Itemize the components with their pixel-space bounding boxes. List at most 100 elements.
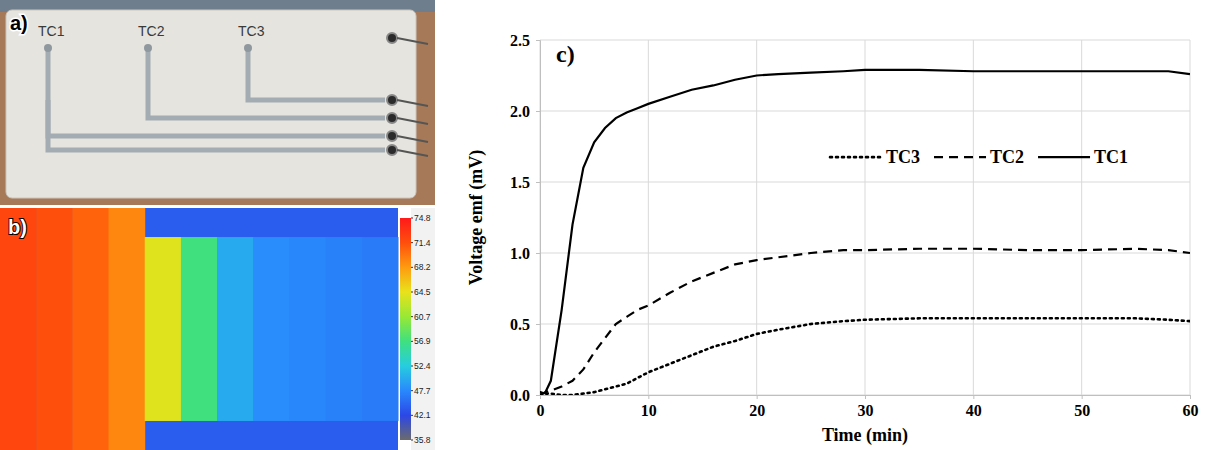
- x-tick: 50: [1074, 395, 1090, 419]
- colorbar-tick: [411, 440, 413, 441]
- x-axis: 0 10 20 30 40 50 60: [537, 395, 1199, 419]
- series-line: [540, 318, 1190, 395]
- y-tick: 1.0: [510, 245, 540, 262]
- x-tick-mark: [648, 395, 649, 399]
- y-tick-mark: [536, 40, 540, 41]
- x-tick-mark: [757, 395, 758, 399]
- x-tick-label: 50: [1074, 402, 1090, 419]
- thermal-panel: b)35.842.147.752.456.960.764.568.271.474…: [0, 208, 435, 450]
- figure: TC1TC2TC3a)b)35.842.147.752.456.960.764.…: [0, 0, 1215, 450]
- grid-line-y: [540, 182, 1190, 183]
- heat-cell: [217, 237, 254, 421]
- legend: TC3TC2TC1: [830, 147, 1128, 167]
- x-tick: 20: [749, 395, 765, 419]
- y-tick-label: 2.5: [510, 32, 530, 49]
- panel-letter: b): [8, 216, 27, 238]
- heat-cell: [0, 208, 37, 450]
- grid-line-x: [865, 40, 866, 395]
- y-tick-label: 0.0: [510, 387, 530, 404]
- grid-line-x: [756, 40, 757, 395]
- connector-pin: [387, 113, 397, 123]
- grid-line-y: [540, 40, 1190, 41]
- legend-swatch: [830, 156, 882, 159]
- heat-cell: [362, 237, 399, 421]
- x-axis-line: [541, 396, 1191, 400]
- y-tick: 0.5: [510, 316, 540, 333]
- grid-line-x: [1190, 40, 1191, 395]
- sensor-label: TC3: [238, 23, 265, 39]
- x-tick-label: 60: [1183, 402, 1199, 419]
- y-tick: 0.0: [510, 387, 540, 404]
- legend-label: TC2: [990, 147, 1024, 167]
- traces: [44, 44, 385, 150]
- y-tick-label: 2.0: [510, 103, 530, 120]
- background-temperature: [0, 208, 398, 450]
- x-tick-mark: [1082, 395, 1083, 399]
- sensor-point: [144, 44, 152, 52]
- sensor-point: [44, 44, 52, 52]
- x-tick-label: 40: [966, 402, 982, 419]
- pin-wire: [397, 150, 428, 156]
- grid-line-y: [540, 111, 1190, 112]
- colorbar-tick: [411, 390, 413, 391]
- sensor-point: [244, 44, 252, 52]
- y-tick: 1.5: [510, 174, 540, 191]
- connector-pin: [387, 33, 397, 43]
- sensor-label: TC2: [138, 23, 165, 39]
- y-tick-mark: [536, 111, 540, 112]
- x-tick: 60: [1183, 395, 1199, 419]
- y-tick-label: 1.5: [510, 174, 530, 191]
- x-tick-label: 10: [641, 402, 657, 419]
- colorbar-tick-label: 64.5: [414, 287, 431, 297]
- pin-wire: [397, 118, 428, 124]
- grid: [540, 40, 1190, 395]
- legend-swatch: [934, 156, 986, 158]
- heat-cell: [109, 208, 146, 450]
- connector-pin: [387, 145, 397, 155]
- heat-cell: [253, 237, 290, 421]
- colorbar: [400, 218, 411, 440]
- colorbar-tick: [411, 292, 413, 293]
- heat-cell: [181, 237, 218, 421]
- x-tick: 30: [858, 395, 874, 419]
- plate: [6, 10, 416, 198]
- heat-cell: [326, 237, 363, 421]
- colorbar-label-ground: [411, 208, 435, 450]
- trace: [248, 48, 385, 100]
- series-line: [540, 249, 1190, 395]
- grid-line-y: [540, 253, 1190, 254]
- colorbar-tick-label: 68.2: [414, 262, 431, 272]
- heat-cell: [289, 237, 326, 421]
- colorbar-tick: [411, 218, 413, 219]
- colorbar-tick: [411, 341, 413, 342]
- x-tick-mark: [865, 395, 866, 399]
- chart-background: [438, 0, 1215, 450]
- x-tick: 10: [641, 395, 657, 419]
- panel-letter: c): [556, 41, 575, 67]
- y-tick-mark: [536, 182, 540, 183]
- colorbar-tick-label: 56.9: [414, 336, 431, 346]
- figure-root: TC1TC2TC3a)b)35.842.147.752.456.960.764.…: [0, 0, 1215, 450]
- y-tick: 2.5: [510, 32, 540, 49]
- trace: [48, 48, 385, 136]
- trace: [148, 48, 385, 118]
- colorbar-tick-label: 47.7: [414, 386, 431, 396]
- pin-wire: [397, 38, 428, 44]
- x-tick: 0: [537, 395, 545, 419]
- y-axis-line: [536, 41, 541, 396]
- colorbar-tick: [411, 366, 413, 367]
- photo-background: [0, 0, 435, 205]
- heat-cell: [36, 208, 73, 450]
- y-tick-mark: [536, 395, 540, 396]
- y-axis-title: Voltage emf (mV): [466, 150, 487, 285]
- grid-line-x: [973, 40, 974, 395]
- x-tick-label: 20: [749, 402, 765, 419]
- series-line: [540, 70, 1190, 395]
- x-tick-mark: [973, 395, 974, 399]
- connector-pin: [387, 131, 397, 141]
- connector-pin: [387, 95, 397, 105]
- colorbar-tick-label: 52.4: [414, 361, 431, 371]
- grid-line-x: [648, 40, 649, 395]
- colorbar-tick-label: 42.1: [414, 410, 431, 420]
- x-tick: 40: [966, 395, 982, 419]
